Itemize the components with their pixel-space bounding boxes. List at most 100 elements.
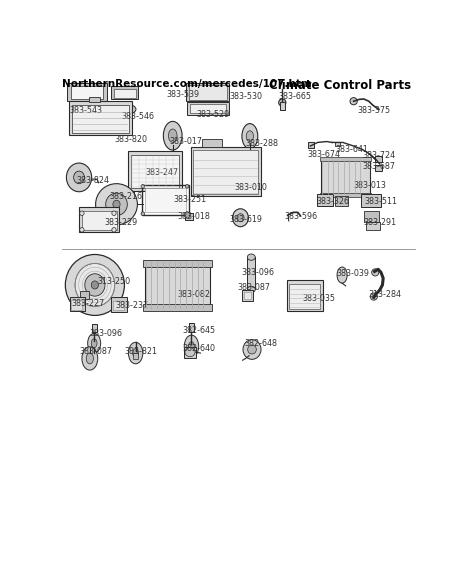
Ellipse shape — [112, 228, 116, 232]
Polygon shape — [290, 285, 320, 309]
Polygon shape — [72, 300, 82, 310]
Polygon shape — [317, 194, 333, 206]
Text: 383-511: 383-511 — [365, 197, 398, 206]
Ellipse shape — [96, 184, 138, 225]
Text: 383-039: 383-039 — [337, 269, 370, 278]
Text: 383-687: 383-687 — [363, 162, 396, 171]
Polygon shape — [189, 324, 194, 332]
Ellipse shape — [372, 269, 379, 276]
Text: 313-284: 313-284 — [369, 290, 402, 299]
Text: 383-641: 383-641 — [336, 145, 368, 154]
Text: 383-082: 383-082 — [177, 290, 210, 299]
Text: 383-087: 383-087 — [238, 283, 271, 292]
Text: 383-596: 383-596 — [285, 212, 318, 221]
Polygon shape — [128, 151, 182, 191]
Text: 382-648: 382-648 — [245, 339, 278, 347]
Text: 383-237: 383-237 — [116, 301, 149, 310]
Text: 383-326: 383-326 — [317, 197, 350, 206]
Ellipse shape — [186, 184, 189, 188]
Text: 382-640: 382-640 — [182, 344, 215, 353]
Polygon shape — [187, 102, 229, 115]
Polygon shape — [335, 142, 340, 147]
Ellipse shape — [82, 347, 98, 370]
Ellipse shape — [113, 200, 120, 208]
Ellipse shape — [112, 211, 116, 215]
Text: 383-291: 383-291 — [363, 218, 397, 227]
Ellipse shape — [232, 209, 248, 227]
Polygon shape — [80, 291, 89, 299]
Polygon shape — [71, 86, 103, 99]
Text: 383-247: 383-247 — [146, 168, 179, 178]
Polygon shape — [361, 194, 381, 207]
Text: Climate Control Parts: Climate Control Parts — [269, 79, 411, 92]
Ellipse shape — [65, 254, 125, 315]
Text: 383-096: 383-096 — [90, 329, 123, 338]
Ellipse shape — [86, 353, 93, 364]
Text: 383-724: 383-724 — [363, 151, 396, 161]
Text: 383-229: 383-229 — [104, 218, 138, 227]
Text: 383-529: 383-529 — [197, 110, 230, 119]
Text: 383-251: 383-251 — [173, 196, 206, 204]
Polygon shape — [131, 155, 179, 188]
Text: 383-539: 383-539 — [166, 90, 199, 99]
Ellipse shape — [243, 340, 261, 359]
Polygon shape — [186, 83, 229, 101]
Text: 383-820: 383-820 — [114, 135, 147, 144]
Ellipse shape — [242, 123, 258, 149]
Text: 383-543: 383-543 — [69, 106, 102, 115]
Ellipse shape — [141, 184, 145, 188]
Polygon shape — [143, 304, 212, 311]
Ellipse shape — [350, 98, 357, 105]
Ellipse shape — [91, 339, 97, 347]
Ellipse shape — [168, 129, 177, 143]
Polygon shape — [189, 84, 227, 100]
Polygon shape — [67, 83, 107, 101]
Polygon shape — [247, 257, 255, 289]
Text: 383-546: 383-546 — [121, 112, 154, 122]
Ellipse shape — [128, 342, 143, 364]
Polygon shape — [280, 102, 285, 110]
Text: 383-375: 383-375 — [357, 106, 390, 115]
Text: 383-227: 383-227 — [72, 299, 105, 308]
Polygon shape — [112, 297, 126, 312]
Polygon shape — [112, 86, 139, 99]
Text: NorthernResource.com/mercedes/107.htm: NorthernResource.com/mercedes/107.htm — [62, 79, 312, 89]
Polygon shape — [308, 143, 314, 148]
Ellipse shape — [186, 212, 189, 215]
Polygon shape — [202, 139, 222, 147]
Polygon shape — [89, 97, 100, 102]
Ellipse shape — [370, 293, 378, 300]
Text: 383-017: 383-017 — [170, 137, 203, 146]
Text: 383-619: 383-619 — [230, 215, 263, 223]
Ellipse shape — [85, 274, 105, 296]
Text: 383-013: 383-013 — [353, 181, 386, 190]
Polygon shape — [82, 211, 117, 230]
Polygon shape — [113, 301, 124, 310]
Polygon shape — [184, 347, 196, 357]
Ellipse shape — [73, 171, 85, 184]
Ellipse shape — [91, 281, 99, 289]
Polygon shape — [69, 101, 132, 135]
Polygon shape — [79, 207, 120, 232]
Polygon shape — [185, 213, 193, 219]
Polygon shape — [92, 324, 97, 332]
Polygon shape — [364, 211, 379, 222]
Polygon shape — [145, 188, 186, 212]
Polygon shape — [375, 157, 382, 162]
Text: 383-665: 383-665 — [278, 92, 311, 101]
Polygon shape — [321, 159, 370, 194]
Text: 383-096: 383-096 — [242, 268, 275, 277]
Ellipse shape — [248, 345, 256, 354]
Polygon shape — [320, 157, 371, 161]
Ellipse shape — [247, 286, 255, 293]
Polygon shape — [145, 261, 210, 309]
Ellipse shape — [337, 267, 347, 283]
Ellipse shape — [66, 163, 92, 191]
Polygon shape — [287, 281, 323, 311]
Ellipse shape — [163, 122, 182, 150]
Ellipse shape — [105, 105, 133, 113]
Ellipse shape — [184, 212, 190, 218]
Polygon shape — [72, 105, 129, 133]
Ellipse shape — [80, 211, 84, 215]
Polygon shape — [193, 150, 258, 194]
